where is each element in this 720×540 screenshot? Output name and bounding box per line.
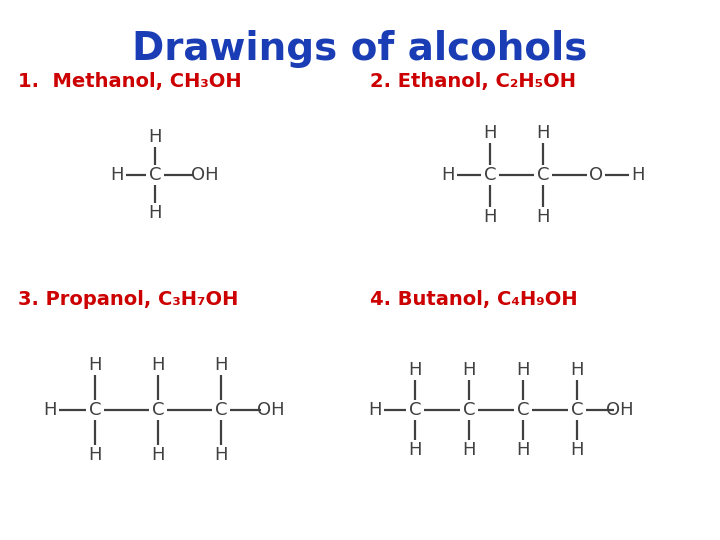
Text: C: C <box>149 166 161 184</box>
Text: H: H <box>148 204 162 222</box>
Text: C: C <box>517 401 529 419</box>
Text: H: H <box>483 208 497 226</box>
Text: H: H <box>483 124 497 142</box>
Text: H: H <box>151 356 165 374</box>
Text: H: H <box>516 361 530 379</box>
Text: C: C <box>409 401 421 419</box>
Text: 2. Ethanol, C₂H₅OH: 2. Ethanol, C₂H₅OH <box>370 72 576 91</box>
Text: H: H <box>368 401 382 419</box>
Text: H: H <box>536 208 550 226</box>
Text: C: C <box>571 401 583 419</box>
Text: H: H <box>408 441 422 459</box>
Text: H: H <box>536 124 550 142</box>
Text: Drawings of alcohols: Drawings of alcohols <box>132 30 588 68</box>
Text: H: H <box>570 361 584 379</box>
Text: C: C <box>536 166 549 184</box>
Text: H: H <box>516 441 530 459</box>
Text: 3. Propanol, C₃H₇OH: 3. Propanol, C₃H₇OH <box>18 290 238 309</box>
Text: H: H <box>215 356 228 374</box>
Text: H: H <box>408 361 422 379</box>
Text: H: H <box>89 356 102 374</box>
Text: H: H <box>215 446 228 464</box>
Text: H: H <box>631 166 644 184</box>
Text: 1.  Methanol, CH₃OH: 1. Methanol, CH₃OH <box>18 72 242 91</box>
Text: H: H <box>151 446 165 464</box>
Text: H: H <box>441 166 455 184</box>
Text: H: H <box>462 441 476 459</box>
Text: H: H <box>148 128 162 146</box>
Text: C: C <box>484 166 496 184</box>
Text: OH: OH <box>257 401 285 419</box>
Text: C: C <box>463 401 475 419</box>
Text: H: H <box>570 441 584 459</box>
Text: H: H <box>89 446 102 464</box>
Text: C: C <box>152 401 164 419</box>
Text: C: C <box>89 401 102 419</box>
Text: H: H <box>462 361 476 379</box>
Text: C: C <box>215 401 228 419</box>
Text: O: O <box>589 166 603 184</box>
Text: H: H <box>110 166 124 184</box>
Text: H: H <box>43 401 57 419</box>
Text: OH: OH <box>192 166 219 184</box>
Text: 4. Butanol, C₄H₉OH: 4. Butanol, C₄H₉OH <box>370 290 577 309</box>
Text: OH: OH <box>606 401 634 419</box>
